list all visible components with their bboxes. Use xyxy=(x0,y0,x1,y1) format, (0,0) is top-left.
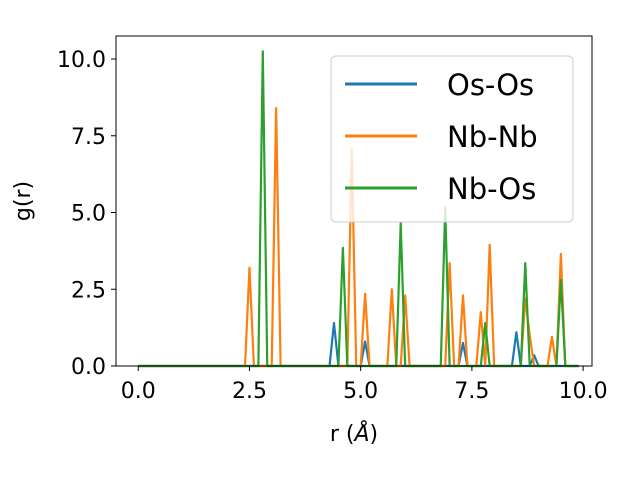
y-tick-label: 0.0 xyxy=(71,355,106,380)
x-tick-label: 2.5 xyxy=(232,379,267,404)
x-tick-label: 0.0 xyxy=(121,379,156,404)
x-axis-title-unit: Å xyxy=(352,420,369,447)
x-axis: 0.0 2.5 5.0 7.5 10.0 xyxy=(121,366,608,404)
y-axis: 0.0 2.5 5.0 7.5 10.0 xyxy=(57,48,116,380)
series-line-os-os xyxy=(138,321,579,368)
legend-label-nb-os: Nb-Os xyxy=(447,172,536,206)
x-axis-title-main: r ( xyxy=(330,422,355,447)
legend-box xyxy=(330,55,574,223)
y-tick-label: 7.5 xyxy=(71,125,106,150)
y-tick-label: 5.0 xyxy=(71,202,106,227)
legend: Os-Os Nb-Nb Nb-Os xyxy=(330,55,574,223)
y-tick-label: 2.5 xyxy=(71,278,106,303)
x-tick-label: 5.0 xyxy=(343,379,378,404)
legend-label-nb-nb: Nb-Nb xyxy=(447,120,538,154)
axes-frame xyxy=(115,35,593,367)
x-tick-label: 7.5 xyxy=(454,379,489,404)
y-tick-label: 10.0 xyxy=(57,48,106,73)
x-axis-title-close: ) xyxy=(370,422,379,447)
y-axis-title: g(r) xyxy=(11,181,36,221)
x-tick-label: 10.0 xyxy=(559,379,608,404)
x-axis-title: r (Å) xyxy=(330,420,378,447)
legend-label-os-os: Os-Os xyxy=(447,68,534,102)
